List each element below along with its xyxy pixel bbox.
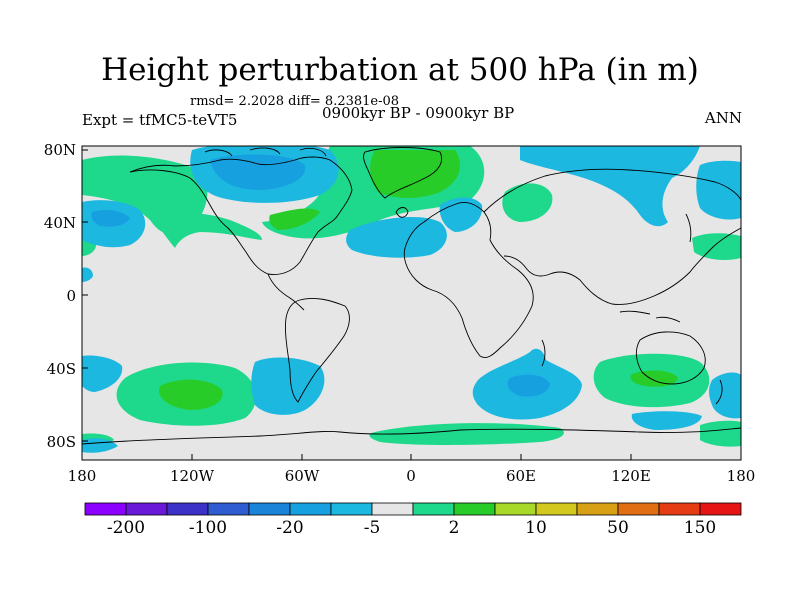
lon-label-180w: 180 — [67, 467, 97, 485]
lat-label-80n: 80N — [43, 141, 76, 159]
colorbar-label: -5 — [363, 518, 381, 538]
colorbar — [84, 502, 742, 516]
antarctic-teal-band — [369, 423, 564, 445]
colorbar-swatch — [248, 502, 291, 516]
negative-anomaly-fills — [82, 146, 741, 453]
colorbar-swatch — [699, 502, 742, 516]
colorbar-swatch — [453, 502, 496, 516]
colorbar-label: 150 — [683, 518, 717, 538]
period-text: 0900kyr BP - 0900kyr BP — [322, 104, 515, 122]
map-panel — [82, 146, 741, 460]
colorbar-label: 2 — [448, 518, 460, 538]
colorbar-label: -100 — [188, 518, 228, 538]
coast-south-america — [285, 297, 350, 403]
coast-new-zealand — [715, 379, 723, 405]
colorbar-swatch — [289, 502, 332, 516]
colorbar-label: 10 — [525, 518, 547, 538]
lon-label-180e: 180 — [726, 467, 756, 485]
coast-australia — [635, 331, 706, 385]
colorbar-swatch — [535, 502, 578, 516]
south-pacific-green-core — [159, 379, 223, 410]
coast-indonesia — [619, 310, 681, 323]
north-pacific-east-small-blue — [82, 267, 93, 282]
coast-madagascar — [541, 339, 546, 367]
lon-label-120w: 120W — [169, 467, 215, 485]
north-atlantic-blue — [346, 216, 447, 258]
coast-europe-africa — [403, 201, 534, 359]
antarctic-teal-east — [700, 420, 741, 447]
coast-greenland — [363, 147, 443, 199]
lon-label-60w: 60W — [284, 467, 320, 485]
south-atlantic-blue-core — [507, 374, 550, 397]
south-america-blue — [251, 357, 325, 415]
colorbar-swatch — [658, 502, 701, 516]
labrador-green-core — [269, 208, 320, 230]
north-pacific-east-blue-core — [91, 210, 130, 227]
colorbar-label: -200 — [106, 518, 146, 538]
south-pacific-west-blue — [82, 355, 123, 392]
coast-north-america — [129, 156, 353, 275]
coast-arctic-islands — [204, 147, 327, 157]
colorbar-swatch — [617, 502, 660, 516]
central-asia-teal — [502, 183, 553, 222]
axis-ticks — [81, 149, 742, 460]
lon-label-120e: 120E — [611, 467, 651, 485]
colorbar-swatch — [166, 502, 209, 516]
experiment-label: Expt = tfMC5-teVT5 — [82, 111, 238, 129]
coast-central-america — [267, 273, 305, 311]
coast-antarctica — [82, 427, 741, 445]
greenland-green-core — [370, 150, 460, 198]
map-title: Height perturbation at 500 hPa (in m) — [101, 52, 699, 88]
colorbar-swatch — [84, 502, 127, 516]
lat-label-40s: 40S — [46, 360, 76, 378]
colorbar-swatch — [576, 502, 619, 516]
west-pacific-teal — [692, 233, 741, 260]
pacific-teal-loop — [150, 212, 262, 248]
lat-label-0: 0 — [66, 287, 76, 305]
colorbar-swatch — [207, 502, 250, 516]
coast-asia — [483, 168, 741, 305]
colorbar-swatch — [371, 502, 414, 516]
lon-label-0: 0 — [406, 467, 416, 485]
tasman-blue — [709, 372, 741, 419]
colorbar-swatch — [125, 502, 168, 516]
south-of-australia-green-core — [630, 370, 678, 387]
arctic-ocean-blue — [520, 146, 700, 227]
east-siberia-blue — [696, 160, 741, 220]
lon-label-60e: 60E — [505, 467, 537, 485]
coast-british-isles — [395, 207, 409, 218]
lat-label-80s: 80S — [46, 433, 76, 451]
coast-japan — [685, 213, 692, 243]
colorbar-label: -20 — [276, 518, 304, 538]
season-label: ANN — [704, 109, 742, 127]
colorbar-swatch — [494, 502, 537, 516]
antarctic-blue-indian — [631, 411, 702, 430]
colorbar-swatch — [330, 502, 373, 516]
stats-text: rmsd= 2.2028 diff= 8.2381e-08 — [190, 94, 400, 109]
lat-label-40n: 40N — [43, 214, 76, 232]
colorbar-swatch — [412, 502, 455, 516]
coastlines — [82, 147, 741, 445]
colorbar-label: 50 — [607, 518, 629, 538]
